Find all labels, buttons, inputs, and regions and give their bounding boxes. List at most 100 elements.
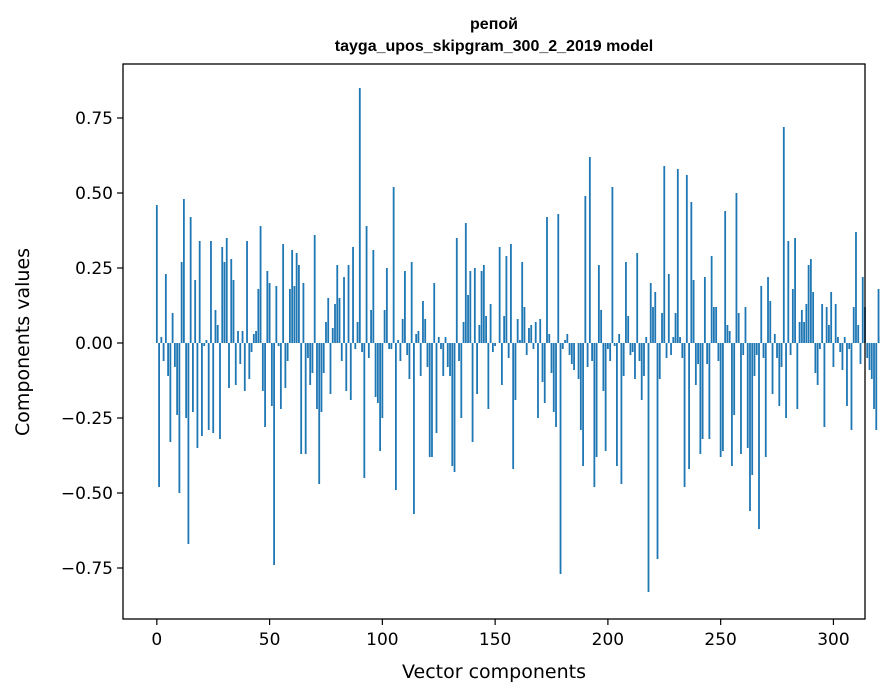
bar <box>697 343 699 364</box>
bar <box>604 343 607 451</box>
bar <box>625 262 627 343</box>
y-tick-label: −0.75 <box>61 559 113 579</box>
bar <box>491 343 494 352</box>
bar <box>661 313 663 343</box>
bar <box>834 304 837 343</box>
x-tick-label: 250 <box>704 630 736 650</box>
bar <box>268 283 271 343</box>
bar <box>476 343 478 394</box>
bar <box>257 289 260 343</box>
bar <box>464 223 467 343</box>
bar <box>446 343 449 367</box>
bar <box>487 343 490 409</box>
bar <box>667 274 670 343</box>
bar <box>478 325 481 343</box>
bar <box>537 343 539 418</box>
bar <box>740 343 742 454</box>
bar <box>611 187 614 343</box>
bar <box>683 343 686 487</box>
bar <box>255 331 257 343</box>
bar <box>437 337 440 343</box>
bar <box>473 268 476 343</box>
bar <box>525 343 528 355</box>
bar <box>187 343 190 544</box>
bar <box>455 238 458 343</box>
bar <box>356 322 359 343</box>
bar <box>785 343 787 418</box>
bar <box>794 238 796 343</box>
bar <box>645 337 648 343</box>
y-axis-label: Components values <box>12 248 34 436</box>
bar <box>399 343 402 361</box>
bar <box>665 343 668 358</box>
bar <box>649 283 652 343</box>
bar <box>316 343 318 409</box>
bar <box>600 310 603 343</box>
bar <box>388 343 391 349</box>
bar <box>573 343 575 370</box>
bar <box>392 187 395 343</box>
bar <box>850 343 853 430</box>
x-tick-label: 150 <box>479 630 511 650</box>
bar <box>866 343 869 358</box>
bar <box>300 343 303 454</box>
bar <box>616 343 618 466</box>
bar <box>304 343 307 454</box>
bar <box>769 301 772 343</box>
bar <box>523 307 526 343</box>
bar <box>485 316 487 343</box>
bar <box>440 343 442 349</box>
bar <box>606 343 609 349</box>
bar <box>160 337 163 343</box>
bar <box>349 343 352 400</box>
bar <box>329 343 332 394</box>
bar <box>318 343 321 484</box>
bar <box>832 343 835 367</box>
bar <box>877 289 880 343</box>
bar <box>805 304 808 343</box>
bar <box>715 307 718 343</box>
bar <box>618 334 621 343</box>
y-tick-label: 0.25 <box>75 259 113 279</box>
bar <box>309 343 312 385</box>
bar <box>343 277 345 343</box>
bar <box>557 214 560 343</box>
bar <box>656 343 659 559</box>
bar <box>584 196 587 343</box>
bar <box>634 343 636 379</box>
bar <box>241 331 244 343</box>
bar <box>367 343 370 358</box>
bar <box>735 193 738 343</box>
bar <box>311 343 314 373</box>
bar <box>733 343 736 415</box>
bar <box>155 205 158 343</box>
bar <box>298 265 300 343</box>
bar <box>284 343 287 388</box>
bar <box>566 334 569 343</box>
bar <box>760 286 763 343</box>
bar <box>839 343 842 352</box>
bar <box>631 343 634 352</box>
bar <box>363 343 366 478</box>
bar <box>176 343 179 415</box>
bar <box>203 343 206 346</box>
bar <box>498 247 501 343</box>
bar <box>663 166 666 343</box>
x-axis-ticks: 0 50 100 150 200 250 300 <box>151 619 850 650</box>
bar <box>692 280 695 343</box>
bar <box>552 343 555 412</box>
bar <box>559 343 562 574</box>
bar <box>855 232 857 343</box>
bar <box>629 343 632 355</box>
bar <box>875 343 878 430</box>
bar <box>451 343 454 466</box>
bar <box>408 343 411 379</box>
bar <box>379 343 381 451</box>
bar <box>861 277 864 343</box>
bar <box>261 343 264 391</box>
bar <box>223 262 226 343</box>
bar <box>507 343 510 358</box>
bar <box>406 343 409 355</box>
bar <box>773 334 776 343</box>
